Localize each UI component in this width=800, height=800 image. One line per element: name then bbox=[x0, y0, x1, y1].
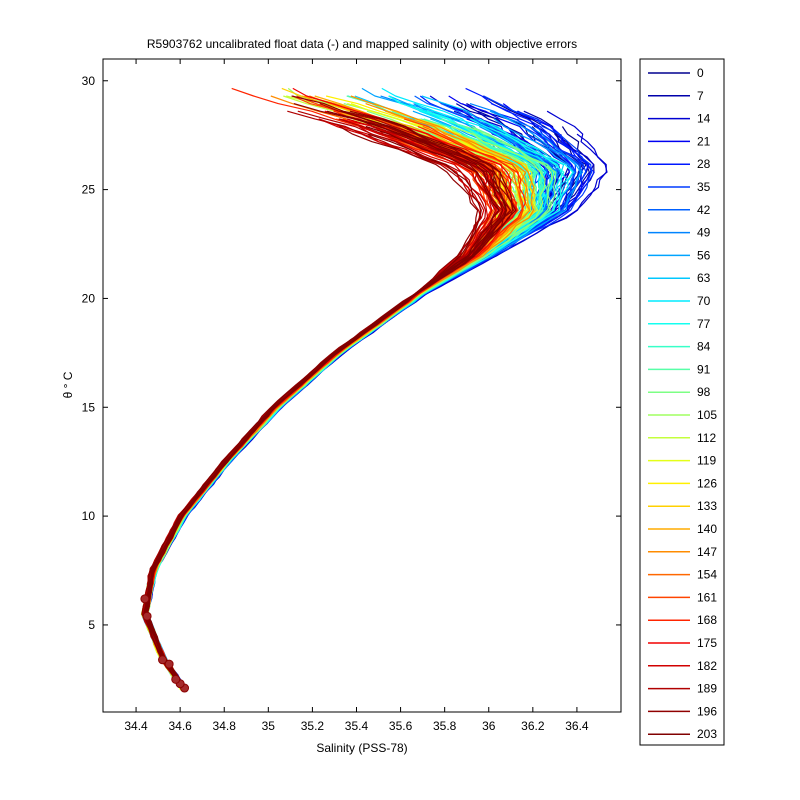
x-tick-label: 34.8 bbox=[213, 719, 237, 733]
legend-label: 126 bbox=[697, 476, 717, 490]
mapped-salinity-points bbox=[140, 594, 190, 693]
legend-label: 0 bbox=[697, 66, 704, 80]
legend-label: 63 bbox=[697, 271, 711, 285]
axes-box bbox=[102, 58, 622, 713]
x-tick-label: 34.6 bbox=[168, 719, 192, 733]
y-axis-ticks: 5 10 15 20 25 30 bbox=[82, 74, 621, 632]
legend-label: 21 bbox=[697, 134, 711, 148]
x-tick-label: 36.4 bbox=[565, 719, 589, 733]
y-tick-label: 15 bbox=[82, 400, 96, 414]
legend-label: 112 bbox=[697, 431, 716, 445]
legend-label: 28 bbox=[697, 157, 711, 171]
legend-label: 140 bbox=[697, 522, 717, 536]
legend-label: 147 bbox=[697, 545, 717, 559]
legend-label: 196 bbox=[697, 704, 717, 718]
mapped-salinity-point bbox=[140, 594, 150, 604]
legend-label: 56 bbox=[697, 248, 711, 262]
legend-label: 35 bbox=[697, 180, 711, 194]
y-tick-label: 30 bbox=[82, 74, 96, 88]
x-axis-ticks: 34.4 34.6 34.8 35 35.2 35.4 35.6 35.8 36 36.2 36.4 bbox=[124, 59, 589, 733]
x-tick-label: 35 bbox=[262, 719, 276, 733]
legend: 0 7 14 21 28 35 42 49 56 63 70 77 84 91 98 105 112 119 126… bbox=[639, 58, 725, 746]
y-tick-label: 5 bbox=[88, 618, 95, 632]
legend-label: 154 bbox=[697, 568, 717, 582]
chart-title: R5903762 uncalibrated float data (-) and… bbox=[147, 37, 577, 51]
legend-label: 98 bbox=[697, 385, 711, 399]
legend-label: 49 bbox=[697, 226, 711, 240]
legend-label: 175 bbox=[697, 636, 717, 650]
legend-box bbox=[639, 58, 725, 746]
legend-label: 91 bbox=[697, 362, 711, 376]
legend-label: 77 bbox=[697, 317, 711, 331]
legend-label: 119 bbox=[697, 454, 716, 468]
x-axis-label: Salinity (PSS-78) bbox=[316, 741, 407, 755]
legend-label: 133 bbox=[697, 499, 717, 513]
y-tick-label: 10 bbox=[82, 509, 96, 523]
x-tick-label: 35.6 bbox=[389, 719, 413, 733]
legend-label: 84 bbox=[697, 340, 711, 354]
y-tick-label: 20 bbox=[82, 291, 96, 305]
legend-label: 161 bbox=[697, 590, 717, 604]
legend-label: 203 bbox=[697, 727, 717, 741]
mapped-salinity-point bbox=[171, 674, 181, 684]
legend-label: 14 bbox=[697, 112, 711, 126]
plot-area bbox=[102, 58, 622, 713]
mapped-salinity-point bbox=[158, 655, 168, 665]
y-tick-label: 25 bbox=[82, 183, 96, 197]
legend-label: 189 bbox=[697, 682, 717, 696]
legend-label: 7 bbox=[697, 89, 704, 103]
legend-label: 70 bbox=[697, 294, 711, 308]
x-tick-label: 35.4 bbox=[345, 719, 369, 733]
legend-label: 42 bbox=[697, 203, 711, 217]
y-axis-label: θ ° C bbox=[61, 371, 75, 398]
legend-label: 105 bbox=[697, 408, 717, 422]
x-tick-label: 36.2 bbox=[521, 719, 545, 733]
legend-label: 182 bbox=[697, 659, 717, 673]
mapped-salinity-point bbox=[164, 659, 174, 669]
legend-items: 0 7 14 21 28 35 42 49 56 63 70 77 84 91 98 105 112 119 126… bbox=[648, 66, 717, 741]
legend-label: 168 bbox=[697, 613, 717, 627]
x-tick-label: 35.8 bbox=[433, 719, 457, 733]
profile-line-203 bbox=[144, 110, 504, 691]
profile-line-203 bbox=[146, 118, 517, 691]
x-tick-label: 34.4 bbox=[124, 719, 148, 733]
x-tick-label: 36 bbox=[482, 719, 496, 733]
x-tick-label: 35.2 bbox=[301, 719, 325, 733]
mapped-salinity-point bbox=[142, 611, 152, 621]
profile-lines bbox=[140, 87, 608, 691]
